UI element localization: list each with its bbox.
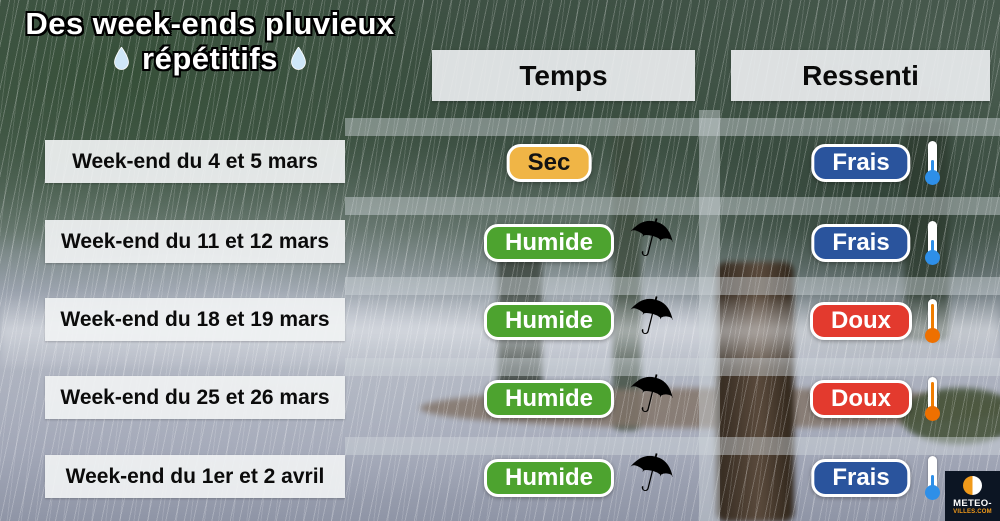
header-temps-label: Temps <box>519 59 608 91</box>
thermometer-icon <box>925 456 940 500</box>
column-divider-band <box>699 110 720 521</box>
water-drop-icon <box>291 47 306 70</box>
ressenti-value: Frais <box>832 464 890 491</box>
weekend-label: Week-end du 18 et 19 mars <box>45 298 345 341</box>
row-divider-band <box>345 277 1000 295</box>
ressenti-value: Doux <box>831 307 891 334</box>
ressenti-badge: Frais <box>811 459 911 497</box>
weekend-label: Week-end du 11 et 12 mars <box>45 220 345 263</box>
table-row: Week-end du 18 et 19 mars Humide ☂ Doux <box>0 280 1000 353</box>
logo-text-2: VILLES.COM <box>953 509 992 515</box>
ressenti-value: Frais <box>832 229 890 256</box>
weekend-label: Week-end du 1er et 2 avril <box>45 455 345 498</box>
ressenti-badge: Doux <box>810 380 912 418</box>
column-header-temps: Temps <box>432 50 695 101</box>
ressenti-badge: Frais <box>811 224 911 262</box>
thermometer-icon <box>925 377 940 421</box>
weekend-label: Week-end du 4 et 5 mars <box>45 140 345 183</box>
ressenti-badge: Doux <box>810 302 912 340</box>
title-line-1: Des week-ends pluvieux <box>25 6 395 41</box>
header-ressenti-label: Ressenti <box>802 59 919 91</box>
meteo-villes-logo: METEO- VILLES.COM <box>945 471 1000 521</box>
temps-badge: Humide <box>483 302 615 340</box>
table-row: Week-end du 11 et 12 mars Humide ☂ Frais <box>0 202 1000 275</box>
row-divider-band <box>345 358 1000 376</box>
row-divider-band <box>345 197 1000 215</box>
ressenti-value: Doux <box>831 385 891 412</box>
row-divider-band <box>345 437 1000 455</box>
logo-sun-icon <box>963 476 982 495</box>
tree-trunk <box>613 118 641 430</box>
thermometer-icon <box>925 221 940 265</box>
logo-text-1: METEO- <box>953 498 992 509</box>
temps-badge: Sec <box>506 144 592 182</box>
temps-value: Humide <box>504 229 594 256</box>
weekend-label-text: Week-end du 18 et 19 mars <box>60 307 330 331</box>
ressenti-badge: Frais <box>811 144 911 182</box>
temps-value: Humide <box>504 385 594 412</box>
temps-badge: Humide <box>483 459 615 497</box>
page-title: Des week-ends pluvieux répétitifs <box>8 6 412 76</box>
bush <box>900 388 1000 444</box>
weekend-label: Week-end du 25 et 26 mars <box>45 376 345 419</box>
weekend-label-text: Week-end du 4 et 5 mars <box>72 149 318 173</box>
row-divider-band <box>345 118 1000 136</box>
table-row: Week-end du 25 et 26 mars Humide ☂ Doux <box>0 358 1000 431</box>
table-row: Week-end du 1er et 2 avril Humide ☂ Frai… <box>0 437 1000 510</box>
weekend-label-text: Week-end du 25 et 26 mars <box>60 385 330 409</box>
temps-badge: Humide <box>483 380 615 418</box>
temps-value: Humide <box>504 464 594 491</box>
ressenti-value: Frais <box>832 149 890 176</box>
title-line-2: répétitifs <box>142 41 278 76</box>
weekend-label-text: Week-end du 1er et 2 avril <box>65 464 325 488</box>
temps-badge: Humide <box>483 224 615 262</box>
thermometer-icon <box>925 141 940 185</box>
table-row: Week-end du 4 et 5 mars Sec ☂ Frais <box>0 140 1000 188</box>
temps-value: Sec <box>527 149 571 176</box>
water-drop-icon <box>114 47 129 70</box>
temps-value: Humide <box>504 307 594 334</box>
weekend-label-text: Week-end du 11 et 12 mars <box>60 229 330 253</box>
thermometer-icon <box>925 299 940 343</box>
column-header-ressenti: Ressenti <box>731 50 990 101</box>
